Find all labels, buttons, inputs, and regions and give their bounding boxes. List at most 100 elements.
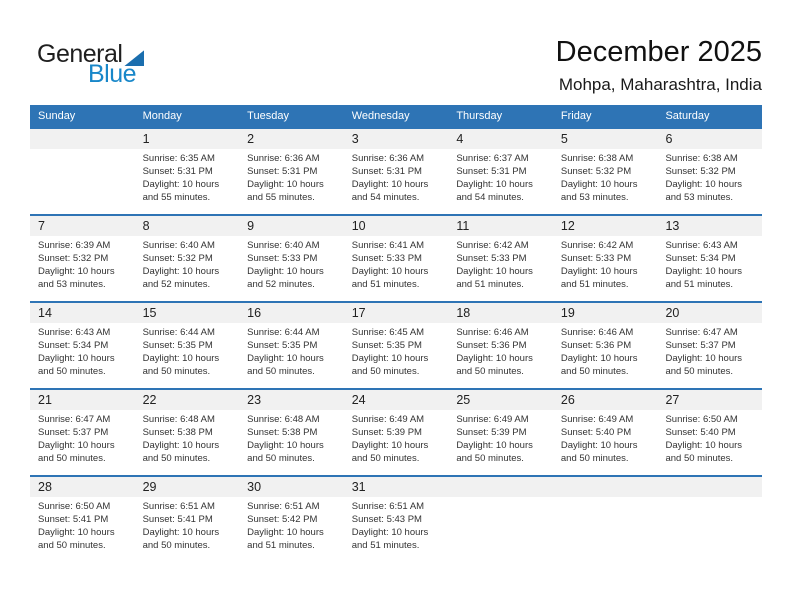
day-number-band: 18 [448, 303, 553, 323]
day-number-band: 9 [239, 216, 344, 236]
sunset-text: Sunset: 5:32 PM [142, 253, 213, 264]
day-number: 20 [665, 306, 680, 320]
daylight-text: Daylight: 10 hours and 52 minutes. [247, 266, 324, 290]
day-cell: 2 Sunrise: 6:36 AM Sunset: 5:31 PM Daylight… [239, 129, 344, 214]
calendar-month-title: December 2025 [555, 36, 762, 68]
day-details: Sunrise: 6:42 AM Sunset: 5:33 PM Daylight:… [553, 236, 658, 291]
day-number-band [30, 129, 135, 149]
day-number: 22 [142, 393, 157, 407]
empty-day-cell [552, 477, 658, 562]
day-cell: 3 Sunrise: 6:36 AM Sunset: 5:31 PM Daylight… [343, 129, 449, 214]
sunrise-text: Sunrise: 6:40 AM [142, 240, 215, 251]
sunrise-text: Sunrise: 6:48 AM [142, 414, 215, 425]
sunrise-text: Sunrise: 6:51 AM [351, 501, 425, 512]
day-cell: 20 Sunrise: 6:47 AM Sunset: 5:37 PM Dayligh… [657, 303, 763, 388]
day-number-band: 4 [448, 129, 553, 149]
daylight-text: Daylight: 10 hours and 53 minutes. [665, 179, 743, 203]
day-number-band: 15 [134, 303, 240, 323]
sunset-text: Sunset: 5:38 PM [142, 427, 213, 438]
sunset-text: Sunset: 5:40 PM [560, 427, 632, 438]
sunrise-text: Sunrise: 6:50 AM [38, 501, 111, 512]
day-number: 16 [247, 306, 262, 320]
daylight-text: Daylight: 10 hours and 50 minutes. [665, 353, 743, 377]
day-number: 25 [456, 393, 471, 407]
daylight-text: Daylight: 10 hours and 55 minutes. [247, 179, 324, 203]
day-number-band: 6 [657, 129, 763, 149]
day-cell: 12 Sunrise: 6:42 AM Sunset: 5:33 PM Dayligh… [552, 216, 658, 301]
daylight-text: Daylight: 10 hours and 50 minutes. [247, 353, 324, 377]
sunset-text: Sunset: 5:33 PM [456, 253, 527, 264]
day-number-band: 31 [343, 477, 449, 497]
day-number: 9 [247, 219, 255, 233]
day-number-band: 28 [30, 477, 135, 497]
sunrise-text: Sunrise: 6:44 AM [142, 327, 215, 338]
sunset-text: Sunset: 5:39 PM [351, 427, 422, 438]
day-number: 4 [456, 132, 464, 146]
sunset-text: Sunset: 5:40 PM [665, 427, 736, 438]
sunrise-text: Sunrise: 6:50 AM [665, 414, 738, 425]
day-number-band: 30 [239, 477, 344, 497]
daylight-text: Daylight: 10 hours and 50 minutes. [456, 353, 533, 377]
day-details: Sunrise: 6:51 AM Sunset: 5:41 PM Daylight:… [135, 497, 240, 552]
day-number-band: 24 [343, 390, 449, 410]
calendar-table: Sunday Monday Tuesday Wednesday Thursday Frid… [30, 105, 763, 562]
day-cell: 16 Sunrise: 6:44 AM Sunset: 5:35 PM Dayligh… [239, 303, 344, 388]
empty-day-cell [448, 477, 553, 562]
day-number: 31 [351, 480, 366, 494]
day-details: Sunrise: 6:38 AM Sunset: 5:32 PM Daylight:… [553, 149, 658, 204]
day-header-monday: Monday [142, 110, 182, 122]
day-cell: 1 Sunrise: 6:35 AM Sunset: 5:31 PM Daylight… [134, 129, 240, 214]
sunset-text: Sunset: 5:36 PM [456, 340, 527, 351]
week-row: 1 Sunrise: 6:35 AM Sunset: 5:31 PM Daylight… [30, 127, 763, 214]
day-number: 5 [560, 132, 568, 146]
day-details: Sunrise: 6:37 AM Sunset: 5:31 PM Daylight:… [448, 149, 553, 204]
day-number: 17 [351, 306, 366, 320]
sunset-text: Sunset: 5:41 PM [142, 514, 213, 525]
empty-day-cell [657, 477, 763, 562]
daylight-text: Daylight: 10 hours and 53 minutes. [560, 179, 638, 203]
day-cell: 28 Sunrise: 6:50 AM Sunset: 5:41 PM Dayligh… [30, 477, 135, 562]
day-details: Sunrise: 6:40 AM Sunset: 5:33 PM Daylight:… [239, 236, 344, 291]
daylight-text: Daylight: 10 hours and 50 minutes. [247, 440, 324, 464]
day-number-band: 14 [30, 303, 135, 323]
sunrise-text: Sunrise: 6:45 AM [351, 327, 425, 338]
sunrise-text: Sunrise: 6:49 AM [351, 414, 425, 425]
day-details: Sunrise: 6:41 AM Sunset: 5:33 PM Daylight:… [344, 236, 449, 291]
day-cell: 27 Sunrise: 6:50 AM Sunset: 5:40 PM Dayligh… [657, 390, 763, 475]
day-number: 30 [247, 480, 262, 494]
sunrise-text: Sunrise: 6:42 AM [456, 240, 529, 251]
sunrise-text: Sunrise: 6:47 AM [665, 327, 738, 338]
day-cell: 19 Sunrise: 6:46 AM Sunset: 5:36 PM Dayligh… [552, 303, 658, 388]
sunset-text: Sunset: 5:31 PM [456, 166, 527, 177]
day-cell: 9 Sunrise: 6:40 AM Sunset: 5:33 PM Daylight… [239, 216, 344, 301]
day-number-band [552, 477, 658, 497]
day-number-band: 16 [239, 303, 344, 323]
day-details: Sunrise: 6:49 AM Sunset: 5:40 PM Daylight:… [553, 410, 658, 465]
day-number: 12 [560, 219, 575, 233]
day-number-band: 10 [343, 216, 449, 236]
daylight-text: Daylight: 10 hours and 50 minutes. [560, 353, 638, 377]
calendar-header: December 2025 Mohpa, Maharashtra, India [556, 36, 762, 95]
sunrise-text: Sunrise: 6:37 AM [456, 153, 529, 164]
day-details: Sunrise: 6:49 AM Sunset: 5:39 PM Daylight:… [344, 410, 449, 465]
day-number-band: 3 [343, 129, 449, 149]
day-number: 23 [247, 393, 262, 407]
sunrise-text: Sunrise: 6:46 AM [560, 327, 634, 338]
day-number: 11 [456, 219, 470, 233]
day-number-band: 13 [657, 216, 763, 236]
day-details: Sunrise: 6:40 AM Sunset: 5:32 PM Daylight:… [135, 236, 240, 291]
day-cell: 30 Sunrise: 6:51 AM Sunset: 5:42 PM Dayligh… [239, 477, 344, 562]
sunset-text: Sunset: 5:32 PM [560, 166, 632, 177]
sunset-text: Sunset: 5:32 PM [665, 166, 736, 177]
day-number: 3 [351, 132, 359, 146]
day-number: 8 [142, 219, 150, 233]
sunset-text: Sunset: 5:33 PM [351, 253, 422, 264]
day-cell: 25 Sunrise: 6:49 AM Sunset: 5:39 PM Dayligh… [448, 390, 553, 475]
sunrise-text: Sunrise: 6:44 AM [247, 327, 320, 338]
day-details: Sunrise: 6:46 AM Sunset: 5:36 PM Daylight:… [448, 323, 553, 378]
daylight-text: Daylight: 10 hours and 51 minutes. [351, 527, 429, 551]
daylight-text: Daylight: 10 hours and 50 minutes. [142, 527, 220, 551]
sunrise-text: Sunrise: 6:38 AM [665, 153, 738, 164]
daylight-text: Daylight: 10 hours and 51 minutes. [247, 527, 324, 551]
day-number-band [657, 477, 763, 497]
